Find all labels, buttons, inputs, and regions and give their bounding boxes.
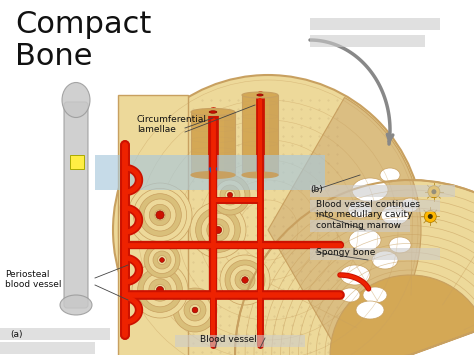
Ellipse shape — [191, 109, 235, 115]
Circle shape — [190, 305, 201, 316]
Bar — [0, 342, 95, 354]
Circle shape — [149, 204, 171, 226]
Ellipse shape — [372, 251, 398, 269]
Text: Bone: Bone — [15, 42, 92, 71]
Text: (a): (a) — [10, 330, 22, 339]
Text: Circumferential
lamellae: Circumferential lamellae — [137, 115, 207, 135]
Circle shape — [225, 190, 235, 200]
Ellipse shape — [340, 288, 360, 302]
Circle shape — [220, 185, 240, 205]
Circle shape — [133, 189, 187, 242]
Circle shape — [132, 262, 188, 318]
Bar — [118, 95, 188, 355]
Bar — [175, 335, 305, 347]
Ellipse shape — [356, 301, 384, 319]
Circle shape — [155, 284, 165, 296]
Circle shape — [157, 256, 166, 264]
Circle shape — [144, 199, 176, 231]
Circle shape — [215, 180, 245, 210]
Bar — [310, 185, 455, 197]
Bar — [70, 155, 84, 169]
Text: Periosteal
blood vessel: Periosteal blood vessel — [5, 270, 62, 289]
Circle shape — [196, 208, 240, 252]
Circle shape — [210, 175, 250, 215]
Ellipse shape — [352, 178, 388, 202]
Circle shape — [201, 213, 235, 247]
Ellipse shape — [242, 172, 278, 178]
FancyBboxPatch shape — [64, 102, 88, 308]
Circle shape — [153, 251, 171, 269]
Circle shape — [424, 211, 436, 223]
Circle shape — [139, 194, 182, 236]
Circle shape — [225, 260, 265, 300]
Circle shape — [220, 255, 270, 305]
Ellipse shape — [242, 92, 278, 98]
Ellipse shape — [381, 205, 409, 225]
Text: Spongy bone: Spongy bone — [316, 248, 375, 257]
Ellipse shape — [401, 198, 419, 212]
Ellipse shape — [340, 265, 370, 285]
Ellipse shape — [257, 94, 263, 96]
Bar — [191, 112, 235, 175]
Circle shape — [179, 294, 211, 327]
Bar — [0, 328, 110, 340]
Circle shape — [207, 219, 229, 241]
Circle shape — [190, 202, 246, 258]
Circle shape — [192, 307, 198, 313]
Circle shape — [137, 268, 182, 312]
Wedge shape — [235, 180, 474, 355]
Bar — [310, 35, 425, 47]
Wedge shape — [268, 98, 421, 355]
Circle shape — [148, 246, 175, 273]
Bar — [95, 155, 325, 190]
Wedge shape — [330, 275, 474, 355]
Ellipse shape — [209, 111, 217, 113]
Circle shape — [156, 211, 164, 219]
Circle shape — [143, 273, 177, 307]
Circle shape — [431, 189, 437, 194]
Circle shape — [149, 279, 171, 301]
Circle shape — [156, 286, 164, 294]
Ellipse shape — [60, 295, 92, 315]
Ellipse shape — [348, 202, 372, 218]
Bar — [310, 18, 440, 30]
Circle shape — [214, 226, 222, 234]
Ellipse shape — [349, 229, 381, 251]
Ellipse shape — [389, 237, 411, 253]
Circle shape — [113, 75, 423, 355]
Circle shape — [240, 275, 250, 285]
Bar — [310, 200, 440, 212]
Ellipse shape — [363, 287, 387, 303]
Text: Blood vessel: Blood vessel — [200, 335, 257, 344]
Circle shape — [184, 299, 206, 321]
Bar — [242, 95, 278, 175]
Circle shape — [160, 258, 164, 262]
Circle shape — [428, 186, 440, 198]
Circle shape — [144, 242, 180, 278]
Circle shape — [155, 210, 165, 220]
Ellipse shape — [191, 171, 235, 179]
Circle shape — [230, 265, 260, 295]
Bar — [224, 112, 235, 175]
Text: (b): (b) — [310, 185, 323, 194]
Bar — [269, 95, 278, 175]
Circle shape — [173, 288, 217, 332]
Circle shape — [428, 214, 433, 219]
Ellipse shape — [62, 82, 90, 118]
Circle shape — [242, 277, 248, 283]
Bar — [310, 220, 410, 232]
Circle shape — [212, 224, 224, 236]
Circle shape — [128, 183, 192, 247]
Circle shape — [228, 192, 233, 198]
Circle shape — [235, 270, 255, 290]
Text: Blood vessel continues
into medullary cavity
containing marrow: Blood vessel continues into medullary ca… — [316, 200, 420, 230]
Ellipse shape — [380, 168, 400, 182]
Bar — [310, 248, 440, 260]
Text: Compact: Compact — [15, 10, 151, 39]
